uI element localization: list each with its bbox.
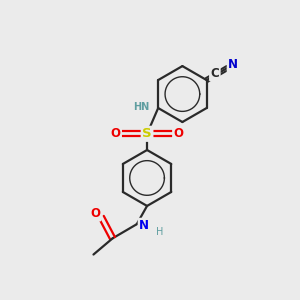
- Text: O: O: [111, 127, 121, 140]
- Text: O: O: [90, 207, 100, 220]
- Text: O: O: [174, 127, 184, 140]
- Text: HN: HN: [133, 102, 149, 112]
- Text: H: H: [156, 227, 163, 237]
- Text: N: N: [139, 219, 149, 232]
- Text: C: C: [211, 67, 219, 80]
- Text: S: S: [142, 127, 152, 140]
- Text: N: N: [228, 58, 238, 71]
